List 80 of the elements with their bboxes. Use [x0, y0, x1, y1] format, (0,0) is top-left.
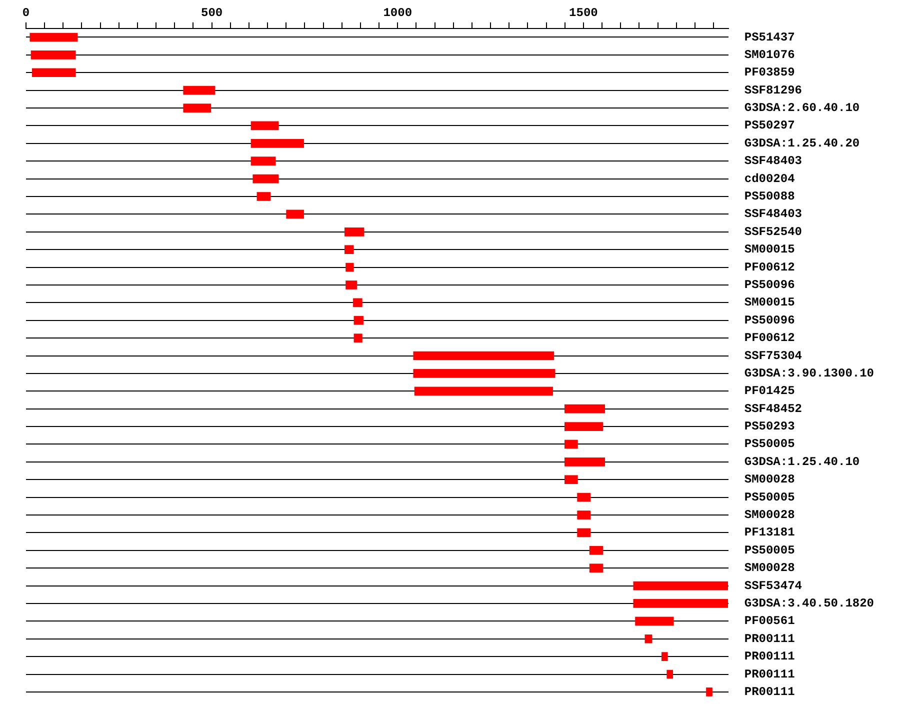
- bar: [256, 192, 271, 201]
- y-tick-label: PS50005: [744, 437, 795, 452]
- y-tick-label: PF01425: [744, 384, 795, 398]
- y-tick-label: SSF48452: [744, 402, 802, 416]
- y-tick-label: PF00561: [744, 614, 795, 628]
- y-tick-label: PS50005: [744, 490, 795, 504]
- y-tick-label: SM00028: [744, 561, 795, 576]
- y-tick-label: PF00612: [744, 331, 795, 346]
- x-tick-label: 1000: [383, 6, 412, 20]
- y-tick-label: PS50096: [744, 278, 795, 292]
- y-tick-label: G3DSA:3.90.1300.10: [744, 366, 874, 380]
- y-tick-label: SM01076: [744, 48, 795, 62]
- y-tick-label: SM00015: [744, 242, 795, 257]
- y-tick-label: SM00028: [744, 508, 795, 522]
- y-tick-label: SM00015: [744, 296, 795, 310]
- bar: [346, 262, 354, 272]
- y-tick-label: PF03859: [744, 66, 795, 80]
- bar: [414, 386, 553, 396]
- bar: [564, 458, 605, 466]
- y-tick-label: PS50005: [744, 543, 795, 558]
- bar: [346, 280, 358, 290]
- y-tick-label: PF00612: [744, 260, 795, 274]
- y-tick-label: SSF48403: [744, 207, 802, 222]
- bar: [577, 528, 591, 538]
- bar: [589, 564, 604, 573]
- y-tick-label: G3DSA:1.25.40.20: [744, 136, 860, 150]
- y-tick-label: SSF52540: [744, 224, 802, 239]
- y-tick-label: G3DSA:1.25.40.10: [744, 454, 860, 469]
- bar: [666, 670, 674, 679]
- y-tick-label: G3DSA:2.60.40.10: [744, 101, 860, 116]
- y-tick-label: PF13181: [744, 526, 795, 540]
- bar: [344, 227, 364, 236]
- bar: [250, 156, 276, 166]
- bar: [706, 688, 712, 696]
- x-tick-label: 1500: [569, 6, 598, 20]
- bar: [564, 440, 578, 449]
- bar: [344, 245, 354, 254]
- bar: [354, 316, 364, 325]
- bar: [564, 422, 604, 431]
- bar: [635, 616, 674, 626]
- y-tick-label: SSF75304: [744, 348, 802, 363]
- bar: [353, 298, 362, 308]
- bar: [30, 50, 76, 60]
- bar: [183, 86, 216, 95]
- bar: [413, 351, 554, 360]
- bar: [183, 104, 212, 112]
- bar: [413, 369, 556, 378]
- bar: [633, 599, 728, 608]
- y-tick-label: PS50096: [744, 313, 795, 328]
- bar: [250, 138, 304, 148]
- bar: [252, 174, 279, 184]
- x-tick-label: 0: [22, 6, 30, 20]
- x-tick-label: 500: [201, 6, 223, 20]
- y-tick-label: PR00111: [744, 650, 795, 664]
- y-tick-label: PS50088: [744, 190, 795, 204]
- bar: [30, 32, 78, 42]
- bar: [564, 404, 605, 414]
- bar: [286, 210, 304, 219]
- y-tick-label: SSF81296: [744, 83, 802, 98]
- y-tick-label: SM00028: [744, 472, 795, 487]
- y-tick-label: SSF53474: [744, 578, 802, 593]
- bar: [32, 68, 76, 78]
- bar: [577, 510, 591, 520]
- y-tick-label: PR00111: [744, 632, 795, 646]
- bar: [633, 581, 728, 590]
- y-tick-label: PS51437: [744, 30, 795, 44]
- y-tick-label: PS50293: [744, 420, 795, 434]
- bar: [564, 475, 578, 484]
- bar: [644, 634, 652, 644]
- y-tick-label: SSF48403: [744, 154, 802, 168]
- bar: [250, 121, 279, 130]
- bar: [661, 652, 668, 661]
- bar: [577, 492, 591, 502]
- bar: [589, 546, 604, 555]
- y-tick-label: PR00111: [744, 684, 795, 699]
- y-tick-label: cd00204: [744, 172, 795, 186]
- y-tick-label: PS50297: [744, 118, 795, 133]
- y-tick-label: G3DSA:3.40.50.1820: [744, 596, 874, 610]
- bar: [354, 334, 362, 342]
- y-tick-label: PR00111: [744, 667, 795, 682]
